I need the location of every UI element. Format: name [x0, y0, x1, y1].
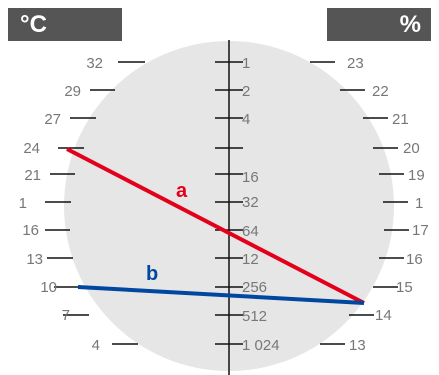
center-scale-label: 12 [242, 251, 259, 268]
center-scale-label: 16 [242, 169, 259, 186]
line-a [66, 147, 365, 305]
left-scale-label: 7 [62, 307, 70, 324]
right-scale-label: 19 [408, 167, 425, 184]
right-scale-label: 20 [403, 140, 420, 157]
celsius-header: °C [8, 8, 122, 41]
right-scale-label: 14 [375, 307, 392, 324]
left-scale-label: 4 [92, 337, 100, 354]
line-a-label: a [176, 180, 188, 202]
left-scale-label: 1 [19, 195, 27, 212]
center-scale-label: 256 [242, 279, 267, 296]
left-scale-label: 32 [86, 55, 103, 72]
percent-unit-label: % [399, 11, 421, 38]
left-scale-label: 13 [26, 251, 43, 268]
right-scale-label: 13 [349, 337, 366, 354]
right-scale-label: 16 [406, 251, 423, 268]
percent-header: % [327, 8, 431, 41]
celsius-unit-label: °C [20, 11, 47, 38]
left-scale-label: 29 [64, 83, 81, 100]
right-scale-label: 1 [415, 195, 423, 212]
line-b [77, 285, 365, 305]
right-scale-label: 21 [392, 111, 409, 128]
right-scale-label: 15 [396, 279, 413, 296]
center-scale-label: 4 [242, 111, 250, 128]
center-scale-label: 512 [242, 308, 267, 325]
center-scale-label: 1 [242, 55, 250, 72]
center-scale-label: 32 [242, 194, 259, 211]
left-scale-label: 21 [24, 167, 41, 184]
line-b-label: b [146, 263, 158, 285]
center-scale-label: 1 024 [242, 337, 280, 354]
left-scale-label: 16 [22, 222, 39, 239]
scale-ticks [45, 61, 409, 345]
left-scale-label: 27 [44, 111, 61, 128]
left-scale-label: 24 [23, 140, 40, 157]
right-scale-label: 22 [372, 83, 389, 100]
left-scale-label: 10 [40, 279, 57, 296]
center-scale-label: 64 [242, 223, 259, 240]
right-scale-label: 23 [347, 55, 364, 72]
center-scale-label: 2 [242, 83, 250, 100]
right-scale-label: 17 [412, 222, 429, 239]
